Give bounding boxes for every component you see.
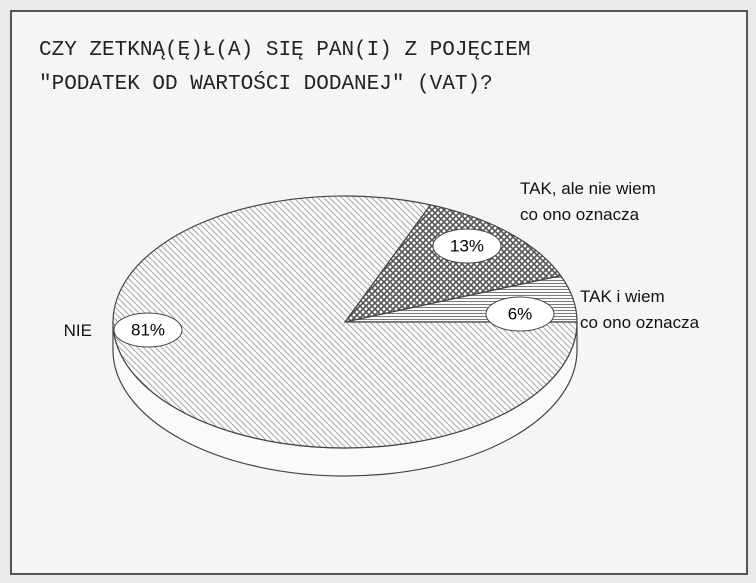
category-label: TAK i wiem co ono oznacza [580,287,700,332]
value-label-bg [113,312,183,348]
category-label: TAK, ale nie wiem co ono oznacza [520,179,656,224]
category-label: NIE [63,321,92,340]
value-label: 13% [450,236,484,255]
value-label-bg [485,296,555,332]
pie-slice [112,195,578,449]
value-label: 6% [508,304,533,323]
pie-slice [343,204,562,323]
chart-title: CZY ZETKNĄ(Ę)Ł(A) SIĘ PAN(I) Z POJĘCIEM … [39,39,531,96]
value-label-bg [432,228,502,264]
value-label: 81% [131,320,165,339]
